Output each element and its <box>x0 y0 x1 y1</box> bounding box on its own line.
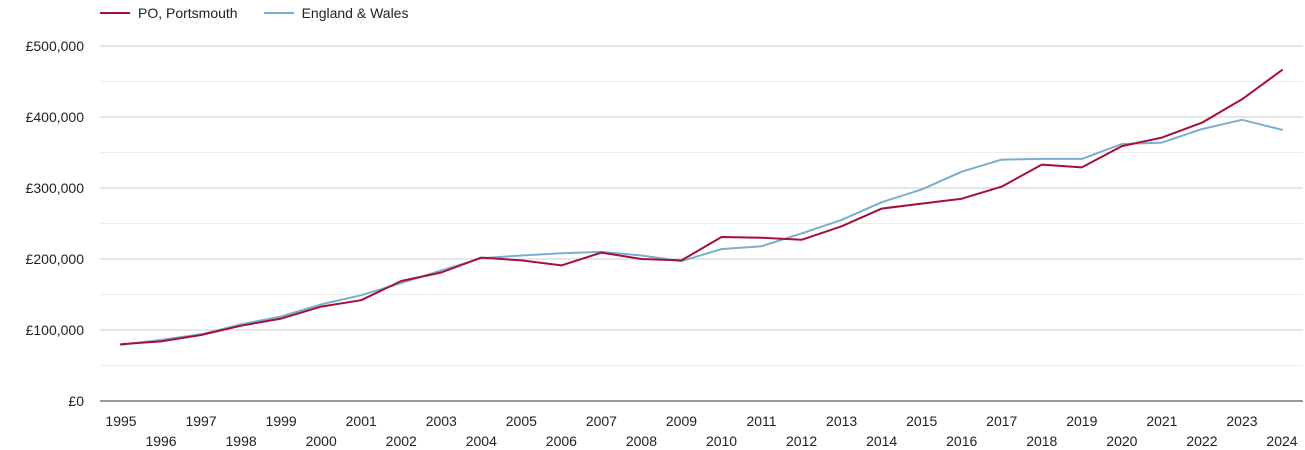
y-tick-label: £100,000 <box>26 322 85 338</box>
x-tick-label: 2002 <box>386 433 417 449</box>
legend-label: England & Wales <box>301 5 409 21</box>
y-axis-tick-labels: £0 £100,000 £200,000 £300,000 £400,000 £500,0… <box>26 38 85 409</box>
x-tick-label: 2021 <box>1146 413 1177 429</box>
legend-item: England & Wales <box>263 5 409 21</box>
x-tick-label: 1995 <box>105 413 136 429</box>
series-line <box>120 69 1283 346</box>
legend-swatch <box>100 12 130 14</box>
x-tick-label: 2004 <box>466 433 497 449</box>
x-tick-label: 2009 <box>666 413 697 429</box>
x-tick-label: 2012 <box>786 433 817 449</box>
series-line <box>120 118 1283 346</box>
y-tick-label: £400,000 <box>26 109 85 125</box>
y-tick-label: £0 <box>68 393 84 409</box>
series-lines <box>120 69 1283 346</box>
x-tick-label: 2003 <box>426 413 457 429</box>
x-axis-tick-labels: 1995 1996 1997 1998 1999 2000 2001 2002 2003 2004… <box>105 413 1297 449</box>
x-tick-label: 2005 <box>506 413 537 429</box>
x-tick-label: 2023 <box>1226 413 1257 429</box>
x-tick-label: 2001 <box>346 413 377 429</box>
x-tick-label: 2000 <box>306 433 337 449</box>
x-tick-label: 2013 <box>826 413 857 429</box>
x-tick-label: 1999 <box>266 413 297 429</box>
x-tick-label: 2011 <box>746 413 776 429</box>
y-tick-label: £300,000 <box>26 180 85 196</box>
x-tick-label: 2017 <box>986 413 1017 429</box>
x-tick-label: 2010 <box>706 433 737 449</box>
legend-swatch <box>263 12 294 14</box>
y-tick-label: £500,000 <box>26 38 85 54</box>
grid-lines <box>100 45 1303 366</box>
x-tick-label: 1996 <box>145 433 176 449</box>
x-tick-label: 2019 <box>1066 413 1097 429</box>
x-tick-label: 1998 <box>226 433 257 449</box>
x-tick-label: 2007 <box>586 413 617 429</box>
x-tick-label: 2024 <box>1266 433 1297 449</box>
x-tick-label: 1997 <box>185 413 216 429</box>
x-tick-label: 2018 <box>1026 433 1057 449</box>
x-tick-label: 2006 <box>546 433 577 449</box>
x-tick-label: 2020 <box>1106 433 1137 449</box>
x-tick-label: 2015 <box>906 413 937 429</box>
x-tick-label: 2022 <box>1186 433 1217 449</box>
x-tick-label: 2016 <box>946 433 977 449</box>
legend: PO, Portsmouth England & Wales <box>100 3 434 23</box>
x-tick-label: 2014 <box>866 433 897 449</box>
y-tick-label: £200,000 <box>26 251 85 267</box>
legend-label: PO, Portsmouth <box>138 5 238 21</box>
x-tick-label: 2008 <box>626 433 657 449</box>
legend-item: PO, Portsmouth <box>100 5 238 21</box>
